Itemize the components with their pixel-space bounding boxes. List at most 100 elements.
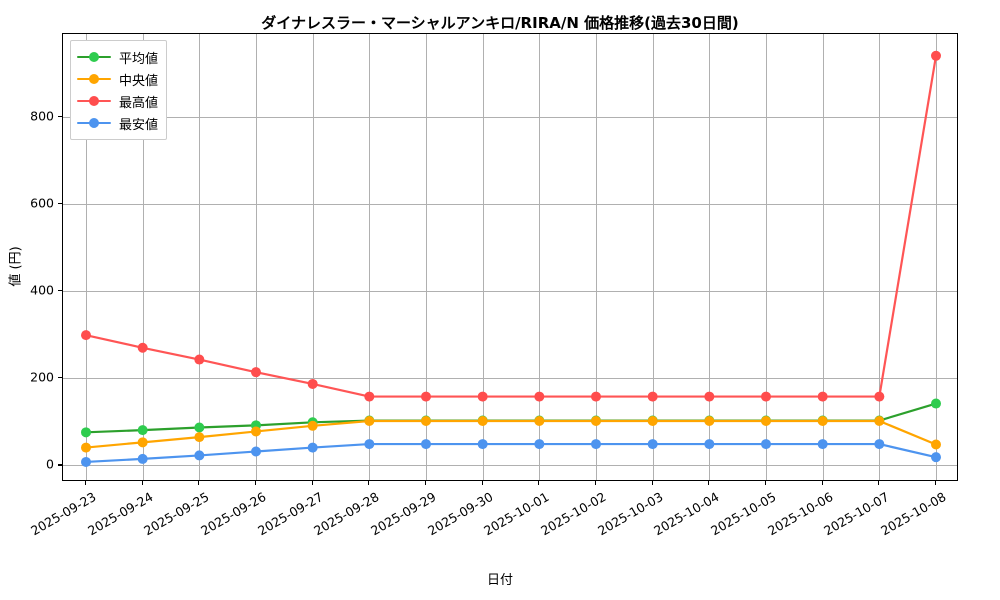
data-point-marker <box>931 452 941 463</box>
legend-item[interactable]: 平均値 <box>77 46 158 68</box>
gridline-vertical <box>482 34 484 480</box>
legend-swatch-icon <box>77 72 111 86</box>
gridline-vertical <box>822 34 824 480</box>
data-point-marker <box>534 391 545 402</box>
y-tick-mark <box>58 290 62 292</box>
data-point-marker <box>137 437 148 448</box>
legend-item[interactable]: 中央値 <box>77 68 158 90</box>
data-point-marker <box>761 391 771 402</box>
data-point-marker <box>704 439 715 450</box>
legend-label: 最高値 <box>119 95 159 111</box>
gridline-vertical <box>596 34 597 480</box>
series-line <box>84 442 938 464</box>
data-point-marker <box>364 415 375 426</box>
data-point-marker <box>591 439 601 450</box>
series-plot <box>81 50 941 467</box>
gridline-horizontal <box>63 378 957 380</box>
data-point-marker <box>874 391 885 402</box>
data-point-marker <box>251 367 261 378</box>
x-tick-mark <box>595 481 597 485</box>
gridline-vertical <box>709 34 711 480</box>
data-point-marker <box>194 450 205 461</box>
series-line <box>84 54 938 398</box>
data-point-marker <box>591 415 601 426</box>
data-point-marker <box>931 398 941 409</box>
data-point-marker <box>647 415 658 426</box>
legend-swatch-icon <box>77 94 111 108</box>
gridline-vertical <box>936 34 937 480</box>
y-tick-label: 0 <box>46 456 54 472</box>
x-tick-mark <box>85 481 87 485</box>
legend-label: 中央値 <box>119 73 159 89</box>
gridline-vertical <box>426 34 427 480</box>
data-point-marker <box>251 426 261 437</box>
data-point-marker <box>137 342 148 353</box>
data-point-marker <box>817 415 828 426</box>
x-tick-mark <box>935 481 937 485</box>
legend-item[interactable]: 最安値 <box>77 112 158 134</box>
legend-item[interactable]: 最高値 <box>77 90 158 112</box>
data-point-marker <box>477 391 488 402</box>
data-point-marker <box>931 439 941 450</box>
data-point-marker <box>817 439 828 450</box>
data-point-marker <box>591 391 601 402</box>
x-tick-mark <box>255 481 257 485</box>
x-tick-mark <box>198 481 200 485</box>
gridline-vertical <box>86 34 87 480</box>
data-point-marker <box>81 330 91 341</box>
x-tick-mark <box>481 481 483 485</box>
gridline-vertical <box>879 34 881 480</box>
data-point-marker <box>817 391 828 402</box>
data-point-marker <box>534 415 545 426</box>
gridline-horizontal <box>63 203 957 205</box>
data-point-marker <box>81 456 91 467</box>
legend-label: 最安値 <box>119 117 159 133</box>
x-tick-mark <box>141 481 143 485</box>
data-point-marker <box>477 439 488 450</box>
data-point-marker <box>251 446 261 457</box>
x-tick-mark <box>311 481 313 485</box>
data-point-marker <box>137 425 148 436</box>
y-tick-label: 600 <box>30 195 54 211</box>
y-tick-label: 400 <box>30 282 54 298</box>
data-point-marker <box>194 422 205 433</box>
data-point-marker <box>364 391 375 402</box>
y-tick-mark <box>58 115 62 117</box>
data-point-marker <box>421 415 431 426</box>
gridline-horizontal <box>63 116 957 118</box>
y-tick-label: 800 <box>30 108 54 124</box>
gridline-vertical <box>369 34 371 480</box>
data-point-marker <box>194 432 205 443</box>
x-tick-mark <box>878 481 880 485</box>
data-point-marker <box>761 415 771 426</box>
gridline-vertical <box>312 34 314 480</box>
gridline-horizontal <box>63 291 957 293</box>
data-point-marker <box>931 50 941 61</box>
gridline-vertical <box>539 34 541 480</box>
x-tick-mark <box>651 481 653 485</box>
series-line <box>84 419 938 449</box>
gridline-vertical <box>652 34 654 480</box>
chart-title: ダイナレスラー・マーシャルアンキロ/RIRA/N 価格推移(過去30日間) <box>261 14 739 32</box>
x-tick-mark <box>538 481 540 485</box>
data-point-marker <box>874 415 885 426</box>
data-point-marker <box>647 439 658 450</box>
data-point-marker <box>81 442 91 453</box>
data-point-marker <box>534 439 545 450</box>
data-point-marker <box>761 439 771 450</box>
data-point-marker <box>137 453 148 464</box>
chart-legend: 平均値中央値最高値最安値 <box>70 40 168 140</box>
gridline-horizontal <box>63 465 957 467</box>
legend-swatch-icon <box>77 50 111 64</box>
legend-label: 平均値 <box>119 51 159 67</box>
y-tick-mark <box>58 464 62 466</box>
data-point-marker <box>307 378 318 389</box>
data-point-marker <box>477 415 488 426</box>
data-point-marker <box>421 391 431 402</box>
x-tick-mark <box>425 481 427 485</box>
gridline-vertical <box>142 34 144 480</box>
data-point-marker <box>647 391 658 402</box>
gridline-vertical <box>256 34 257 480</box>
data-point-marker <box>307 442 318 453</box>
